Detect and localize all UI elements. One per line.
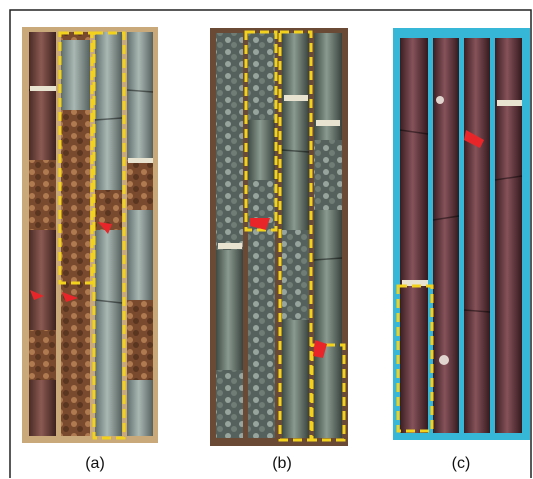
core-box-c: [393, 28, 530, 440]
core-box-a: [22, 27, 158, 443]
page: (a) (b) (c) (() => { const data = JSON.p…: [0, 0, 533, 479]
panel-label: (b): [272, 455, 292, 472]
panel-label: (a): [85, 455, 105, 472]
panel-label: (c): [452, 455, 471, 472]
figure: (a) (b) (c): [0, 0, 533, 479]
core-box-b: [210, 28, 348, 446]
